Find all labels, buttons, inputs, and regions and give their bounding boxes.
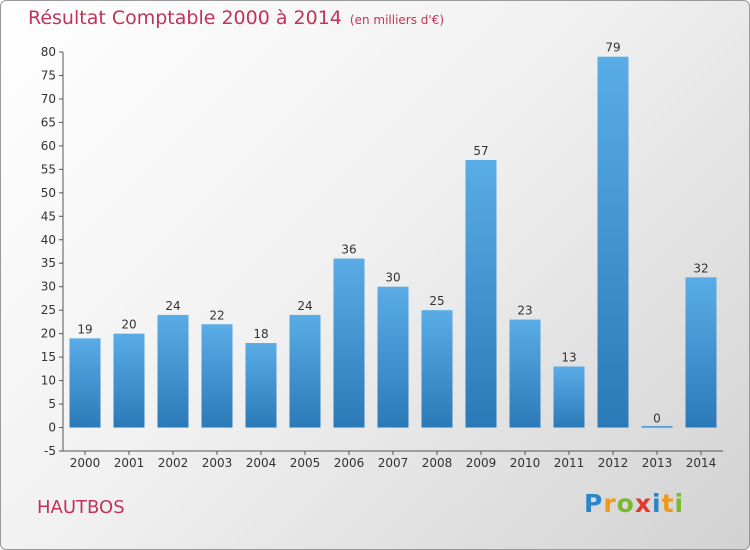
bar-2000: [69, 338, 101, 428]
data-label-2010: 23: [517, 304, 532, 318]
data-label-2001: 20: [121, 318, 136, 332]
x-tick-label-2004: 2004: [246, 456, 277, 470]
chart-subtitle: (en milliers d'€): [349, 13, 445, 27]
y-tick-label: 5: [48, 397, 56, 411]
bar-2008: [421, 310, 453, 428]
y-tick-label: 55: [41, 162, 56, 176]
y-tick-label: 75: [41, 68, 56, 82]
y-tick-label: 30: [41, 280, 56, 294]
logo-letter: i: [674, 489, 685, 518]
y-tick-label: 70: [41, 92, 56, 106]
x-tick-label-2006: 2006: [334, 456, 365, 470]
y-tick-label: 45: [41, 209, 56, 223]
y-tick-label: 0: [48, 421, 56, 435]
x-tick-label-2002: 2002: [158, 456, 189, 470]
bar-2009: [465, 159, 497, 428]
x-tick-label-2014: 2014: [686, 456, 717, 470]
y-tick-label: 50: [41, 186, 56, 200]
y-tick-label: 20: [41, 327, 56, 341]
x-tick-label-2008: 2008: [422, 456, 453, 470]
data-label-2008: 25: [429, 294, 444, 308]
data-label-2007: 30: [385, 271, 400, 285]
y-tick-label: 80: [41, 45, 56, 59]
x-tick-label-2013: 2013: [642, 456, 673, 470]
x-tick-label-2003: 2003: [202, 456, 233, 470]
logo-letter: o: [616, 489, 635, 518]
x-tick-label-2010: 2010: [510, 456, 541, 470]
data-label-2000: 19: [77, 322, 92, 336]
y-tick-label: 15: [41, 350, 56, 364]
x-tick-label-2005: 2005: [290, 456, 321, 470]
data-label-2002: 24: [165, 299, 180, 313]
bar-2002: [157, 314, 189, 428]
x-tick-label-2000: 2000: [70, 456, 101, 470]
logo-letter: x: [634, 489, 652, 518]
data-label-2005: 24: [297, 299, 312, 313]
data-label-2004: 18: [253, 327, 268, 341]
bar-2001: [113, 333, 145, 428]
logo-letter: i: [652, 489, 662, 518]
y-tick-label: 35: [41, 256, 56, 270]
y-tick-label: 65: [41, 115, 56, 129]
data-label-2003: 22: [209, 308, 224, 322]
x-tick-label-2012: 2012: [598, 456, 629, 470]
data-label-2012: 79: [605, 41, 620, 55]
x-tick-label-2007: 2007: [378, 456, 409, 470]
y-tick-label: 10: [41, 374, 56, 388]
logo-letter: P: [584, 489, 604, 518]
bar-2013: [641, 426, 673, 428]
bar-2011: [553, 366, 585, 428]
bar-2007: [377, 286, 409, 428]
y-tick-label: 60: [41, 139, 56, 153]
bar-2014: [685, 277, 717, 428]
bar-2012: [597, 56, 629, 428]
logo-letter: t: [661, 489, 675, 518]
data-label-2009: 57: [473, 144, 488, 158]
chart-title-text: Résultat Comptable 2000 à 2014: [28, 7, 342, 29]
bar-2003: [201, 324, 233, 428]
data-label-2006: 36: [341, 243, 356, 257]
x-tick-label-2011: 2011: [554, 456, 585, 470]
x-tick-label-2009: 2009: [466, 456, 497, 470]
data-label-2013: 0: [653, 412, 661, 426]
commune-name: HAUTBOS: [37, 497, 125, 518]
bar-2006: [333, 258, 365, 428]
y-tick-label: 25: [41, 303, 56, 317]
proxiti-logo: Proxiti: [584, 489, 684, 518]
logo-letter: r: [603, 489, 617, 518]
bar-2004: [245, 343, 277, 428]
y-tick-label: 40: [41, 233, 56, 247]
bar-2005: [289, 314, 321, 428]
data-label-2014: 32: [693, 261, 708, 275]
y-tick-label: -5: [44, 444, 56, 458]
bar-2010: [509, 319, 541, 428]
data-label-2011: 13: [561, 351, 576, 365]
x-tick-label-2001: 2001: [114, 456, 145, 470]
chart-title: Résultat Comptable 2000 à 2014 (en millie…: [28, 7, 444, 29]
